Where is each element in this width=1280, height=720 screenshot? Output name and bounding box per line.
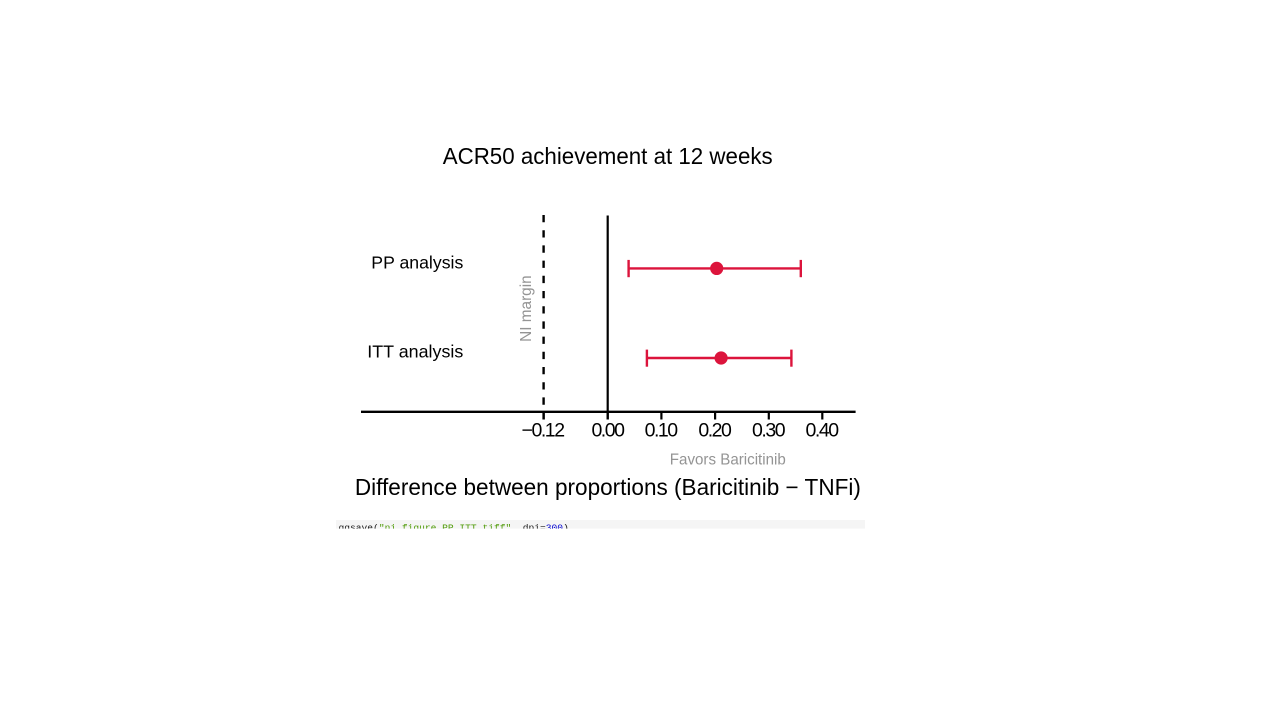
svg-text:NI margin: NI margin xyxy=(518,275,535,342)
svg-text:PP analysis: PP analysis xyxy=(371,252,463,272)
svg-text:ACR50 achievement at 12 weeks: ACR50 achievement at 12 weeks xyxy=(443,143,773,169)
svg-text:0.20: 0.20 xyxy=(698,419,732,441)
svg-text:0.40: 0.40 xyxy=(806,419,840,441)
svg-text:Difference between proportions: Difference between proportions (Bariciti… xyxy=(355,474,861,500)
svg-text:0.30: 0.30 xyxy=(752,419,786,441)
svg-text:0.10: 0.10 xyxy=(645,419,679,441)
svg-text:−0.12: −0.12 xyxy=(522,419,566,441)
svg-text:ggsave("ni_figure_PP_ITT.tiff": ggsave("ni_figure_PP_ITT.tiff", dpi=300) xyxy=(339,522,569,533)
svg-text:ITT analysis: ITT analysis xyxy=(367,341,463,361)
svg-text:0.00: 0.00 xyxy=(591,419,625,441)
svg-text:Favors Baricitinib: Favors Baricitinib xyxy=(670,451,786,468)
